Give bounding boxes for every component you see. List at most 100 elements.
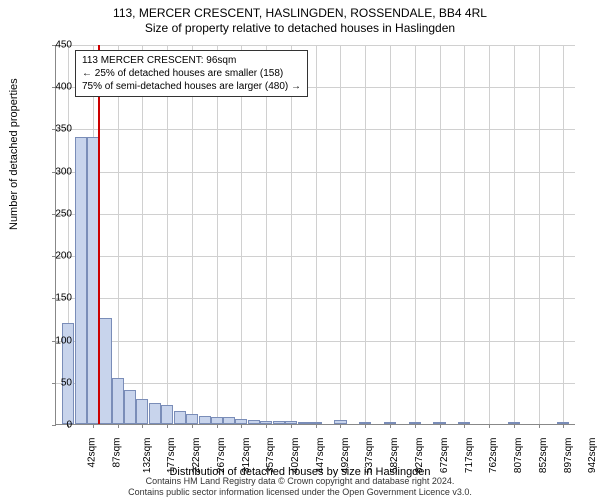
x-tick-mark — [365, 424, 366, 428]
histogram-bar — [186, 414, 198, 424]
histogram-bar — [508, 422, 520, 424]
x-tick-label: 537sqm — [365, 438, 376, 474]
histogram-bar — [409, 422, 421, 424]
x-tick-label: 897sqm — [563, 438, 574, 474]
x-tick-mark — [390, 424, 391, 428]
grid-line-v — [316, 45, 317, 424]
chart-title-main: 113, MERCER CRESCENT, HASLINGDEN, ROSSEN… — [0, 0, 600, 20]
x-tick-mark — [514, 424, 515, 428]
x-tick-label: 762sqm — [488, 438, 499, 474]
histogram-bar — [112, 378, 124, 424]
histogram-bar — [75, 137, 87, 424]
x-tick-label: 357sqm — [266, 438, 277, 474]
grid-line-v — [489, 45, 490, 424]
histogram-bar — [298, 422, 310, 424]
x-tick-label: 267sqm — [216, 438, 227, 474]
x-tick-label: 627sqm — [414, 438, 425, 474]
histogram-bar — [174, 411, 186, 424]
x-tick-label: 447sqm — [315, 438, 326, 474]
plot-area — [55, 45, 575, 425]
y-tick-mark — [52, 425, 56, 426]
x-tick-mark — [291, 424, 292, 428]
infobox-line3: 75% of semi-detached houses are larger (… — [82, 80, 301, 93]
x-tick-mark — [340, 424, 341, 428]
grid-line-v — [118, 45, 119, 424]
histogram-bar — [99, 318, 111, 424]
x-tick-label: 852sqm — [538, 438, 549, 474]
grid-line-v — [340, 45, 341, 424]
histogram-bar — [384, 422, 396, 424]
x-tick-label: 312sqm — [241, 438, 252, 474]
y-tick-label: 150 — [55, 293, 72, 304]
x-tick-mark — [316, 424, 317, 428]
histogram-bar — [211, 417, 223, 424]
grid-line-v — [241, 45, 242, 424]
histogram-bar — [458, 422, 470, 424]
x-tick-mark — [415, 424, 416, 428]
grid-line-v — [390, 45, 391, 424]
histogram-bar — [260, 421, 272, 424]
property-marker-line — [98, 45, 100, 424]
histogram-bar — [285, 421, 297, 424]
grid-line-v — [217, 45, 218, 424]
info-box: 113 MERCER CRESCENT: 96sqm ← 25% of deta… — [75, 50, 308, 97]
y-tick-label: 200 — [55, 251, 72, 262]
x-tick-mark — [93, 424, 94, 428]
grid-line-v — [464, 45, 465, 424]
grid-line-v — [440, 45, 441, 424]
x-tick-mark — [464, 424, 465, 428]
histogram-bar — [136, 399, 148, 424]
x-tick-mark — [241, 424, 242, 428]
histogram-bar — [223, 417, 235, 424]
histogram-bar — [273, 421, 285, 424]
x-tick-mark — [118, 424, 119, 428]
histogram-bar — [235, 419, 247, 424]
x-tick-label: 177sqm — [166, 438, 177, 474]
grid-line-v — [291, 45, 292, 424]
x-tick-mark — [539, 424, 540, 428]
grid-line-v — [167, 45, 168, 424]
y-tick-label: 400 — [55, 82, 72, 93]
x-tick-label: 672sqm — [439, 438, 450, 474]
histogram-bar — [557, 422, 569, 424]
grid-line-v — [142, 45, 143, 424]
histogram-bar — [433, 422, 445, 424]
x-tick-mark — [142, 424, 143, 428]
x-tick-label: 402sqm — [290, 438, 301, 474]
infobox-line1: 113 MERCER CRESCENT: 96sqm — [82, 54, 301, 67]
x-tick-mark — [266, 424, 267, 428]
x-tick-label: 42sqm — [87, 438, 98, 468]
y-axis-label: Number of detached properties — [8, 78, 20, 230]
grid-line-v — [514, 45, 515, 424]
x-tick-label: 132sqm — [142, 438, 153, 474]
grid-line-v — [266, 45, 267, 424]
y-tick-mark — [52, 383, 56, 384]
histogram-bar — [334, 420, 346, 424]
histogram-bar — [124, 390, 136, 424]
grid-line-v — [563, 45, 564, 424]
grid-line-v — [415, 45, 416, 424]
y-tick-label: 300 — [55, 166, 72, 177]
histogram-bar — [199, 416, 211, 424]
attribution: Contains HM Land Registry data © Crown c… — [0, 476, 600, 498]
x-tick-label: 807sqm — [513, 438, 524, 474]
grid-line-v — [365, 45, 366, 424]
x-tick-mark — [217, 424, 218, 428]
chart-title-sub: Size of property relative to detached ho… — [0, 20, 600, 35]
y-tick-label: 350 — [55, 124, 72, 135]
x-tick-mark — [192, 424, 193, 428]
x-tick-label: 222sqm — [191, 438, 202, 474]
y-tick-label: 100 — [55, 335, 72, 346]
x-tick-label: 942sqm — [587, 438, 598, 474]
x-tick-mark — [440, 424, 441, 428]
x-tick-label: 582sqm — [389, 438, 400, 474]
infobox-line2: ← 25% of detached houses are smaller (15… — [82, 67, 301, 80]
y-tick-label: 250 — [55, 208, 72, 219]
grid-line-v — [192, 45, 193, 424]
x-tick-mark — [167, 424, 168, 428]
x-tick-mark — [563, 424, 564, 428]
histogram-bar — [149, 403, 161, 424]
x-tick-label: 717sqm — [464, 438, 475, 474]
chart-container — [55, 45, 575, 425]
y-tick-label: 0 — [66, 420, 72, 431]
